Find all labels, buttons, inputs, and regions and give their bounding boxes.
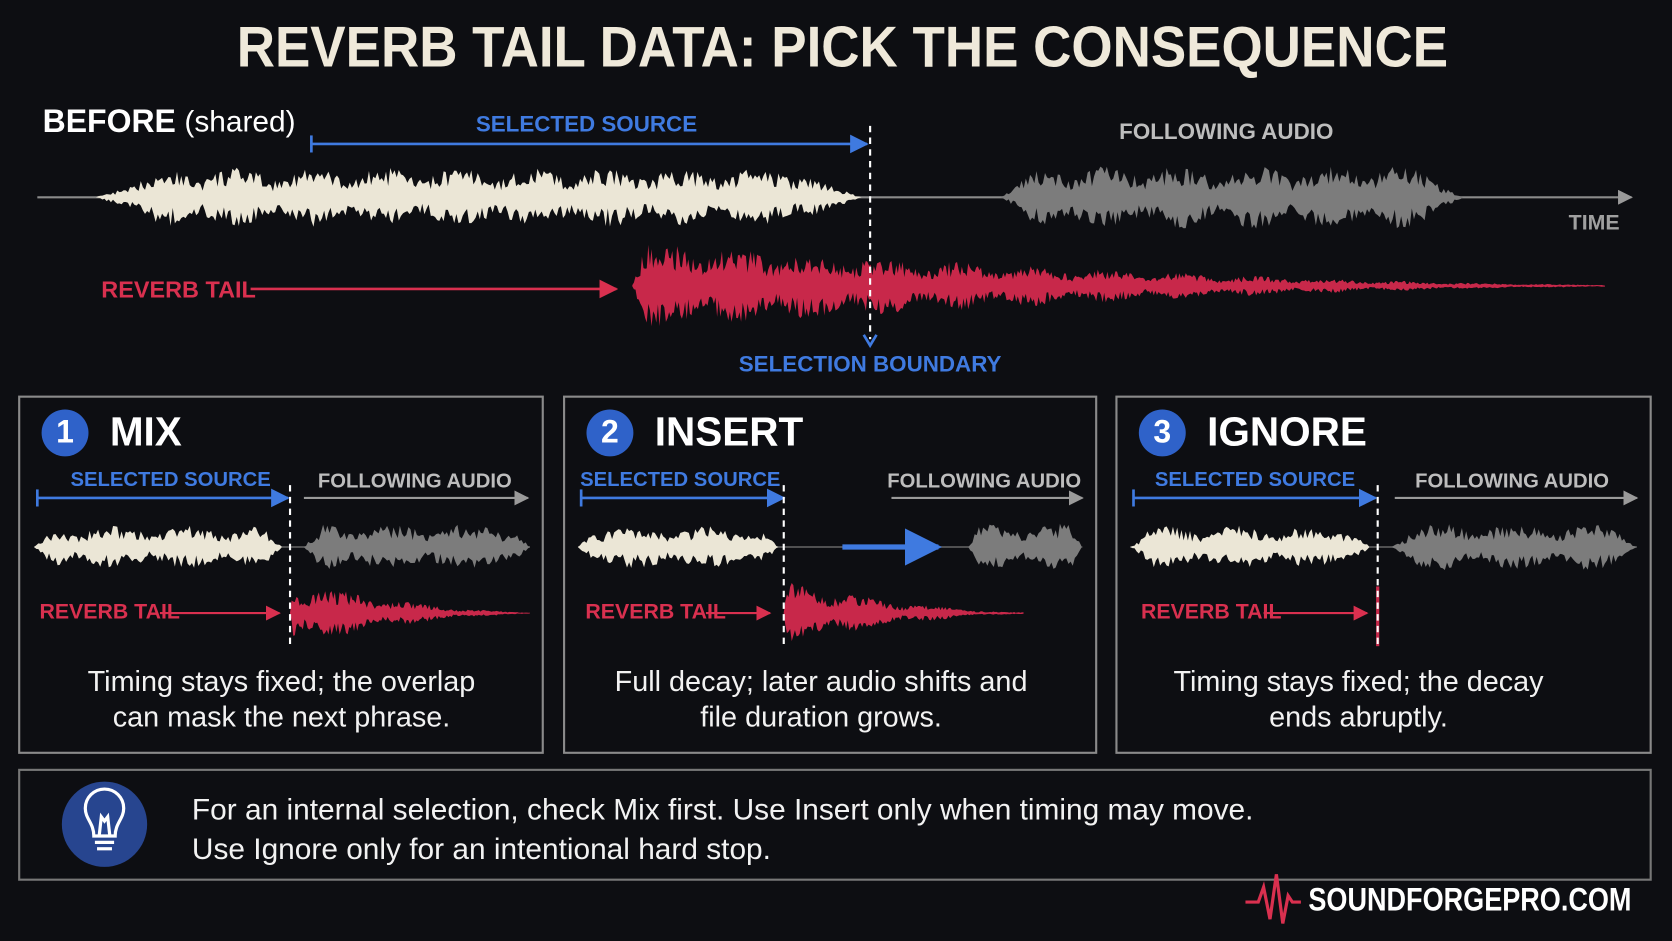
number-badge (1138, 409, 1186, 457)
number: 2 (601, 413, 619, 449)
option-panel: 2 INSERT SELECTED SOURCE FOLLOWING AUDIO REV… (563, 395, 1098, 754)
time-label: TIME (1569, 211, 1620, 235)
caption: Full decay; later audio shifts and (615, 666, 1028, 698)
selected-source-label: SELECTED SOURCE (1155, 469, 1355, 491)
following-audio-label: FOLLOWING AUDIO (318, 470, 512, 492)
waveform (968, 523, 1082, 569)
caption: Timing stays fixed; the decay (1173, 666, 1544, 698)
waveform (34, 525, 282, 568)
caption: can mask the next phrase. (113, 701, 451, 733)
tip-line: For an internal selection, check Mix fir… (192, 793, 1254, 826)
tip-line: Use Ignore only for an intentional hard … (192, 833, 771, 866)
number-badge (586, 409, 634, 457)
waveform (303, 524, 530, 569)
before-label: BEFORE (43, 103, 176, 139)
before-note: (shared) (184, 106, 295, 139)
tip-icon (61, 781, 148, 867)
caption: Timing stays fixed; the overlap (88, 666, 476, 698)
selection-boundary-label: SELECTION BOUNDARY (739, 352, 1002, 377)
selected-source-label: SELECTED SOURCE (476, 112, 697, 137)
waveform (290, 591, 530, 636)
panel-border (1115, 395, 1652, 754)
logo-pulse (1245, 874, 1301, 924)
following-audio-label: FOLLOWING AUDIO (1415, 470, 1609, 492)
waveform (577, 526, 779, 568)
reverb-tail-label: REVERB TAIL (101, 276, 256, 302)
option-panel: 3 IGNORE SELECTED SOURCE FOLLOWING AUDIO REV… (1115, 395, 1652, 754)
brand: SOUNDFORGEPRO.COM (1308, 882, 1631, 918)
following-audio-label: FOLLOWING AUDIO (887, 470, 1081, 492)
panel-border (18, 395, 544, 754)
reverb-tail-label: REVERB TAIL (1141, 600, 1282, 624)
waveform (1000, 166, 1463, 229)
selected-source-label: SELECTED SOURCE (580, 469, 780, 491)
waveform (783, 582, 1024, 642)
panel-border (563, 395, 1098, 754)
number: 3 (1153, 413, 1171, 449)
waveform (1130, 525, 1370, 568)
reverb-tail-label: REVERB TAIL (585, 600, 726, 624)
tip-box (18, 768, 1652, 881)
caption: file duration grows. (700, 701, 942, 733)
number: 1 (56, 413, 74, 449)
selected-source-label: SELECTED SOURCE (70, 469, 270, 491)
waveform (632, 244, 1605, 327)
waveform (95, 167, 862, 227)
waveform (1391, 524, 1637, 571)
option-panel: 1 MIX SELECTED SOURCE FOLLOWING AUDIO REVERB… (18, 395, 544, 754)
before-section: BEFORE (shared) SELECTED SOURCE FOLLOWING A… (37, 103, 1633, 377)
option-title: MIX (110, 409, 182, 455)
option-title: IGNORE (1207, 409, 1367, 455)
following-audio-label: FOLLOWING AUDIO (1119, 119, 1333, 144)
reverb-tail-label: REVERB TAIL (39, 600, 180, 624)
option-title: INSERT (655, 409, 804, 455)
number-badge (41, 409, 89, 457)
title: REVERB TAIL DATA: PICK THE CONSEQUENCE (237, 15, 1448, 79)
bulb (83, 787, 126, 851)
boundary-arrowhead (862, 334, 878, 349)
caption: ends abruptly. (1269, 701, 1448, 733)
